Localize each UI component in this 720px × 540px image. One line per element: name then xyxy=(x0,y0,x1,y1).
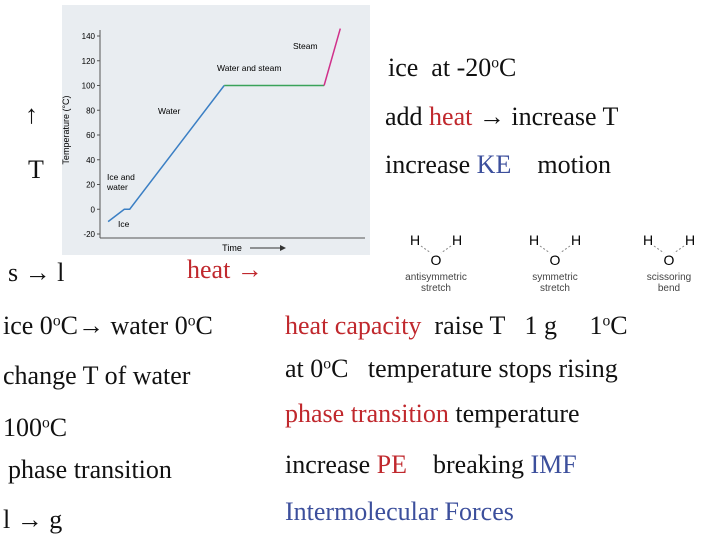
x-axis-label: Time xyxy=(222,243,242,253)
sup: o xyxy=(491,54,500,72)
text: C xyxy=(49,413,68,442)
text: temperature xyxy=(448,399,580,428)
phase-transition: phase transition xyxy=(8,455,172,484)
text: 100 xyxy=(3,413,42,442)
curve xyxy=(323,28,342,86)
sup: o xyxy=(323,355,332,373)
text: C xyxy=(195,311,213,340)
text: increase xyxy=(385,150,477,179)
annotation: Water and steam xyxy=(217,63,281,73)
arrow-up: ↑ xyxy=(25,100,38,129)
y-tick-label: 80 xyxy=(86,106,95,115)
ice-line: ice at -20oC xyxy=(388,53,516,83)
phase-temp: phase transition temperature xyxy=(285,399,580,429)
text: → increase T xyxy=(472,102,619,131)
sup: o xyxy=(42,414,50,432)
mode-label: stretch xyxy=(540,283,570,294)
text: C temperature stops rising xyxy=(331,354,618,383)
text: increase xyxy=(285,450,377,479)
sup: o xyxy=(187,312,196,330)
text: breaking xyxy=(407,450,531,479)
highlight: heat xyxy=(429,102,473,131)
y-tick-label: -20 xyxy=(83,230,95,239)
atom: H xyxy=(571,232,581,248)
y-tick-label: 20 xyxy=(86,181,95,190)
atom: H xyxy=(529,232,539,248)
bond xyxy=(539,245,551,254)
l-to-g: l → g xyxy=(3,505,63,534)
y-tick-label: 100 xyxy=(82,82,96,91)
s-to-l: s → l xyxy=(8,258,65,287)
text: add xyxy=(385,102,430,131)
annotation: Water xyxy=(158,106,181,116)
text: motion xyxy=(511,150,612,179)
atom: H xyxy=(410,232,420,248)
text: ice at -20 xyxy=(388,53,492,82)
y-axis-label: Temperature (°C) xyxy=(61,95,71,164)
ice-water-line: ice 0oC→ water 0oC xyxy=(3,311,213,341)
text: C xyxy=(499,53,517,82)
increase-ke: increase KE motion xyxy=(385,150,611,180)
curve xyxy=(107,85,225,223)
highlight: phase transition xyxy=(285,399,449,428)
imf: Intermolecular Forces xyxy=(285,497,514,526)
atom: H xyxy=(452,232,462,248)
y-tick-label: 120 xyxy=(82,57,96,66)
highlight: heat capacity xyxy=(285,311,422,340)
text: ice 0 xyxy=(3,311,53,340)
bond xyxy=(440,245,452,254)
mode-label: antisymmetric xyxy=(405,272,467,283)
boil-temp: 100oC xyxy=(3,413,67,443)
highlight: KE xyxy=(476,150,512,179)
atom: H xyxy=(685,232,695,248)
bond xyxy=(673,245,685,254)
sup: o xyxy=(52,312,61,330)
at-zero: at 0oC temperature stops rising xyxy=(285,354,618,384)
bond xyxy=(653,245,665,254)
time-arrow-head xyxy=(280,245,286,251)
heat-capacity: heat capacity raise T 1 g 1oC xyxy=(285,311,628,341)
atom: O xyxy=(550,252,561,268)
mode-label: stretch xyxy=(421,283,451,294)
atom: O xyxy=(664,252,675,268)
add-heat: add heat → increase T xyxy=(385,102,618,132)
text xyxy=(421,311,434,340)
increase-pe: increase PE breaking IMF xyxy=(285,450,577,480)
sup: o xyxy=(602,312,611,330)
y-tick-label: 40 xyxy=(86,156,95,165)
annotation: Steam xyxy=(293,41,318,51)
chart-background xyxy=(62,5,370,255)
bond xyxy=(559,245,571,254)
highlight: PE xyxy=(376,450,408,479)
bond xyxy=(420,245,432,254)
change-t: change T of water xyxy=(3,361,191,390)
y-tick-label: 0 xyxy=(91,205,96,214)
annotation: Ice xyxy=(118,219,130,229)
mode-label: symmetric xyxy=(532,272,578,283)
text: raise T 1 g 1 xyxy=(434,311,603,340)
mode-label: bend xyxy=(658,283,680,294)
mode-label: scissoring xyxy=(647,272,691,283)
annotation: water xyxy=(106,182,128,192)
text: C→ water 0 xyxy=(60,311,188,340)
text: C xyxy=(610,311,628,340)
heat-arrow: heat → xyxy=(187,255,263,284)
highlight: IMF xyxy=(530,450,577,479)
t-label: T xyxy=(28,155,44,184)
annotation: Ice and xyxy=(107,172,135,182)
y-tick-label: 140 xyxy=(82,32,96,41)
atom: H xyxy=(643,232,653,248)
y-tick-label: 60 xyxy=(86,131,95,140)
text: at 0 xyxy=(285,354,324,383)
atom: O xyxy=(431,252,442,268)
